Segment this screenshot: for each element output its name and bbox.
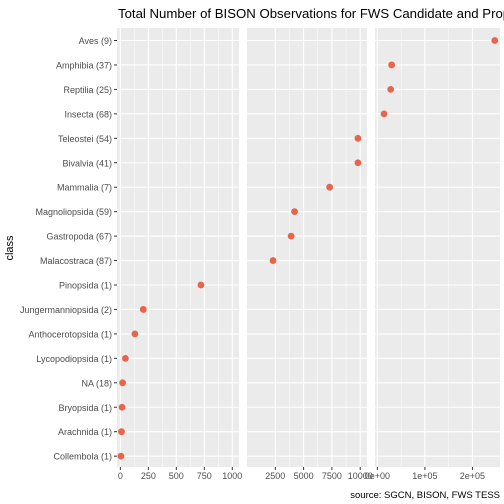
facet-panel: 0 250 500 750 1000 xyxy=(117,28,242,481)
y-tick-label: NA (18) xyxy=(81,378,112,388)
y-axis-labels: Aves (9) Amphibia (37) Reptilia (25) Insect… xyxy=(20,36,117,462)
y-tick-label: Insecta (68) xyxy=(64,109,112,119)
y-tick-label: Lycopodiopsida (1) xyxy=(36,354,112,364)
x-tick-label: 10000 xyxy=(348,471,373,481)
chart-title: Total Number of BISON Observations for F… xyxy=(118,6,504,21)
y-tick-label: Arachnida (1) xyxy=(58,427,112,437)
x-tick-label: 500 xyxy=(169,471,184,481)
y-tick-label: Pinopsida (1) xyxy=(59,281,112,291)
data-point xyxy=(291,208,298,216)
y-tick-label: Bryopsida (1) xyxy=(58,403,112,413)
x-tick-label: 250 xyxy=(141,471,156,481)
y-tick-label: Magnoliopsida (59) xyxy=(35,207,112,217)
data-point xyxy=(119,379,126,387)
data-point xyxy=(326,183,334,191)
y-tick-label: Collembola (1) xyxy=(53,452,112,462)
y-tick-label: Bivalvia (41) xyxy=(62,158,112,168)
panel-background xyxy=(375,28,500,467)
x-tick-label: 1e+05 xyxy=(412,471,437,481)
x-tick-label: 5000 xyxy=(294,471,314,481)
data-point xyxy=(197,281,205,289)
data-point xyxy=(118,428,125,436)
data-point xyxy=(131,330,139,338)
data-point xyxy=(287,232,295,240)
data-point xyxy=(387,86,395,93)
y-tick-label: Aves (9) xyxy=(79,36,112,46)
x-tick-label: 0e+00 xyxy=(365,471,390,481)
data-point xyxy=(388,61,396,69)
x-tick-label: 2e+05 xyxy=(460,471,485,481)
x-tick-label: 1000 xyxy=(222,471,242,481)
y-tick-label: Amphibia (37) xyxy=(56,60,112,70)
y-tick-label: Gastropoda (67) xyxy=(46,232,112,242)
y-tick-label: Reptilia (25) xyxy=(63,85,112,95)
panel-background xyxy=(117,28,239,467)
chart-caption: source: SGCN, BISON, FWS TESS xyxy=(350,490,500,501)
panel-background xyxy=(247,28,367,467)
x-tick-label: 2500 xyxy=(265,471,285,481)
y-tick-label: Teleostei (54) xyxy=(58,134,112,144)
x-tick-label: 7500 xyxy=(322,471,342,481)
data-point xyxy=(117,452,125,460)
facet-panel: 2500 5000 7500 10000 xyxy=(247,28,373,481)
y-axis-title: class xyxy=(4,235,16,261)
x-tick-label: 750 xyxy=(197,471,212,481)
facet-panel: 0e+00 1e+05 2e+05 xyxy=(365,28,500,481)
data-point xyxy=(491,37,499,44)
data-point xyxy=(380,110,388,118)
data-point xyxy=(118,403,126,411)
data-point xyxy=(354,159,362,167)
y-tick-label: Malacostraca (87) xyxy=(40,256,112,266)
data-point xyxy=(354,134,362,142)
data-point xyxy=(139,306,147,313)
y-tick-label: Anthocerotopsida (1) xyxy=(28,329,112,339)
data-point xyxy=(121,354,129,362)
y-tick-label: Mammalia (7) xyxy=(57,183,112,193)
x-tick-label: 0 xyxy=(118,471,123,481)
data-point xyxy=(269,257,277,264)
y-tick-label: Jungermanniopsida (2) xyxy=(20,305,112,315)
